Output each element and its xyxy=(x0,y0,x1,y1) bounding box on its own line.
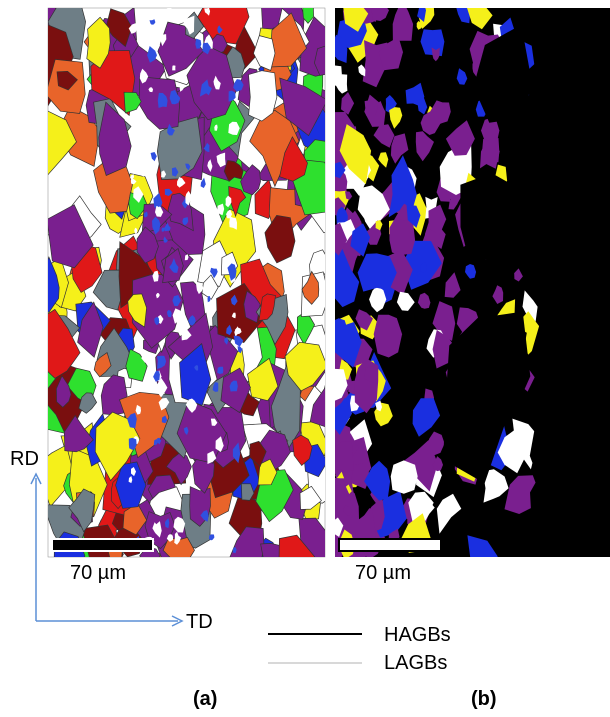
grain xyxy=(331,441,353,471)
legend-label: LAGBs xyxy=(384,652,447,674)
panel-label: (b) xyxy=(471,688,497,710)
figure: 70 µm 70 µm RD TD HAGBs LAGBs (a) (b) xyxy=(0,0,610,717)
scale-bar xyxy=(53,540,152,550)
grain xyxy=(460,173,522,266)
grain xyxy=(391,460,418,493)
rd-label: RD xyxy=(10,448,39,470)
panel-label: (a) xyxy=(193,688,217,710)
grain xyxy=(314,45,335,76)
scale-bar-label: 70 µm xyxy=(355,562,411,584)
grain xyxy=(172,65,175,70)
grain xyxy=(217,367,223,374)
td-label: TD xyxy=(186,611,213,633)
scale-bar xyxy=(340,540,440,550)
legend-label: HAGBs xyxy=(384,624,451,646)
scale-bar-label: 70 µm xyxy=(70,562,126,584)
grain xyxy=(393,0,413,41)
page: 70 µm 70 µm RD TD HAGBs LAGBs (a) (b) ((… xyxy=(0,0,610,717)
